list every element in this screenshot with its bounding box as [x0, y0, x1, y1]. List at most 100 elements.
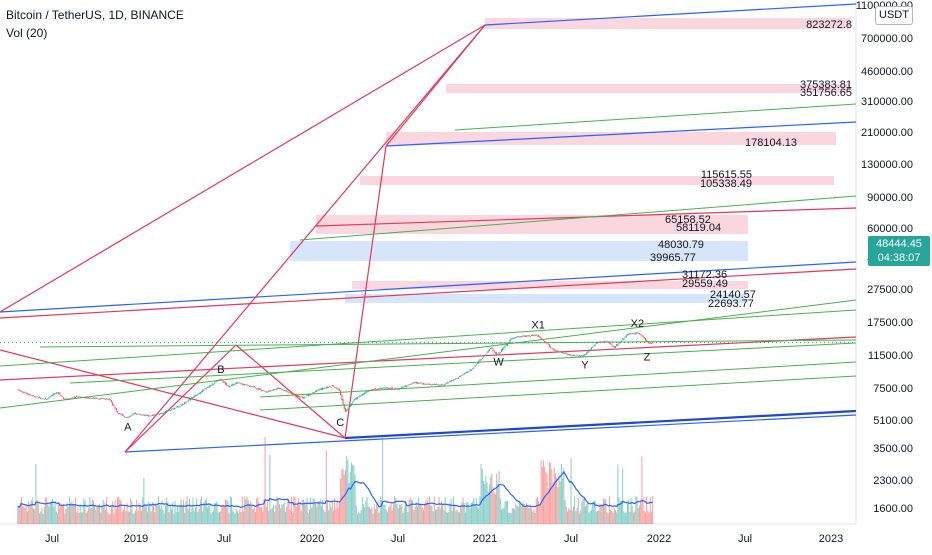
volume-bar — [62, 504, 64, 524]
candle-body — [146, 415, 148, 416]
candle-body — [270, 390, 272, 392]
volume-bar — [227, 500, 229, 524]
volume-bar — [287, 499, 289, 524]
candle-body — [446, 382, 448, 384]
volume-bar — [368, 506, 370, 524]
candle-body — [475, 364, 477, 366]
trend-line — [124, 344, 237, 453]
candle-body — [289, 392, 291, 394]
volume-bar — [109, 513, 111, 524]
volume-bar — [619, 501, 621, 524]
candle-body — [95, 397, 97, 399]
volume-bar — [400, 505, 402, 524]
volume-bar — [437, 507, 439, 524]
volume-bar — [588, 512, 590, 524]
volume-bar — [450, 498, 452, 524]
volume-bar — [479, 496, 481, 524]
candle-body — [515, 337, 517, 339]
volume-bar — [176, 505, 178, 524]
volume-bar — [163, 513, 165, 524]
volume-bar — [600, 504, 602, 524]
volume-bar — [97, 505, 99, 524]
candle-body — [245, 384, 247, 385]
candle-body — [220, 378, 222, 380]
volume-bar — [647, 510, 649, 524]
volume-bar — [394, 496, 396, 524]
volume-bar — [212, 510, 214, 524]
symbol-title[interactable]: Bitcoin / TetherUS, 1D, BINANCE — [6, 8, 184, 22]
volume-bar — [455, 510, 457, 524]
volume-bar — [413, 510, 415, 524]
volume-bar — [100, 512, 102, 524]
volume-bar — [487, 491, 489, 524]
volume-bar — [366, 496, 368, 524]
volume-bar — [36, 499, 38, 524]
candle-body — [42, 398, 44, 399]
trend-line — [0, 309, 857, 367]
candle-body — [551, 347, 553, 349]
candle-body — [570, 354, 572, 356]
candle-body — [248, 386, 250, 387]
candle-body — [209, 385, 211, 388]
candle-body — [35, 396, 37, 398]
candle-body — [424, 383, 426, 385]
volume-bar — [48, 506, 50, 524]
volume-bar — [73, 504, 75, 524]
volume-bar — [378, 512, 380, 524]
candle-body — [386, 387, 388, 389]
wave-label: X1 — [531, 320, 544, 332]
candle-body — [544, 341, 546, 343]
candle-body — [454, 379, 456, 381]
candle-body — [428, 384, 430, 385]
candle-body — [371, 389, 373, 391]
candle-body — [644, 338, 646, 341]
candle-body — [53, 393, 55, 396]
candle-body — [168, 410, 170, 412]
volume-bar — [138, 502, 140, 524]
candle-body — [277, 387, 279, 389]
candle-body — [478, 360, 480, 364]
candle-body — [26, 393, 28, 395]
volume-bar — [616, 512, 618, 524]
volume-bar — [594, 500, 596, 524]
volume-bar — [139, 504, 141, 524]
volume-bar — [311, 507, 313, 524]
volume-bar — [280, 508, 282, 524]
volume-bar — [564, 500, 566, 524]
trend-line — [0, 336, 857, 381]
candle-body — [512, 337, 514, 339]
candle-body — [127, 416, 129, 418]
price-tick-label: 27500.00 — [867, 284, 913, 296]
candle-body — [30, 394, 32, 396]
volume-bar — [38, 513, 40, 524]
candle-body — [397, 388, 399, 389]
volume-bar — [112, 501, 114, 524]
volume-bar — [490, 476, 492, 524]
candle-body — [473, 367, 475, 369]
candle-body — [143, 414, 145, 416]
candle-body — [562, 352, 564, 354]
candle-body — [413, 382, 415, 384]
volume-bar — [215, 502, 217, 524]
volume-bar — [266, 501, 268, 524]
volume-bar — [196, 497, 198, 524]
volume-bar — [385, 509, 387, 524]
candle-body — [342, 398, 344, 405]
volume-bar — [539, 505, 541, 524]
volume-bar — [272, 504, 274, 524]
volume-indicator-label[interactable]: Vol (20) — [6, 26, 48, 40]
currency-button[interactable]: USDT — [875, 6, 913, 25]
candle-body — [337, 389, 339, 390]
candle-body — [557, 350, 559, 352]
volume-bar — [613, 508, 615, 524]
candle-body — [406, 385, 408, 387]
wave-label: A — [124, 422, 132, 434]
candle-body — [353, 399, 355, 402]
volume-bar — [113, 513, 115, 524]
volume-bar — [61, 504, 63, 524]
candle-body — [228, 385, 230, 388]
candle-body — [599, 342, 601, 343]
candle-body — [107, 398, 109, 400]
